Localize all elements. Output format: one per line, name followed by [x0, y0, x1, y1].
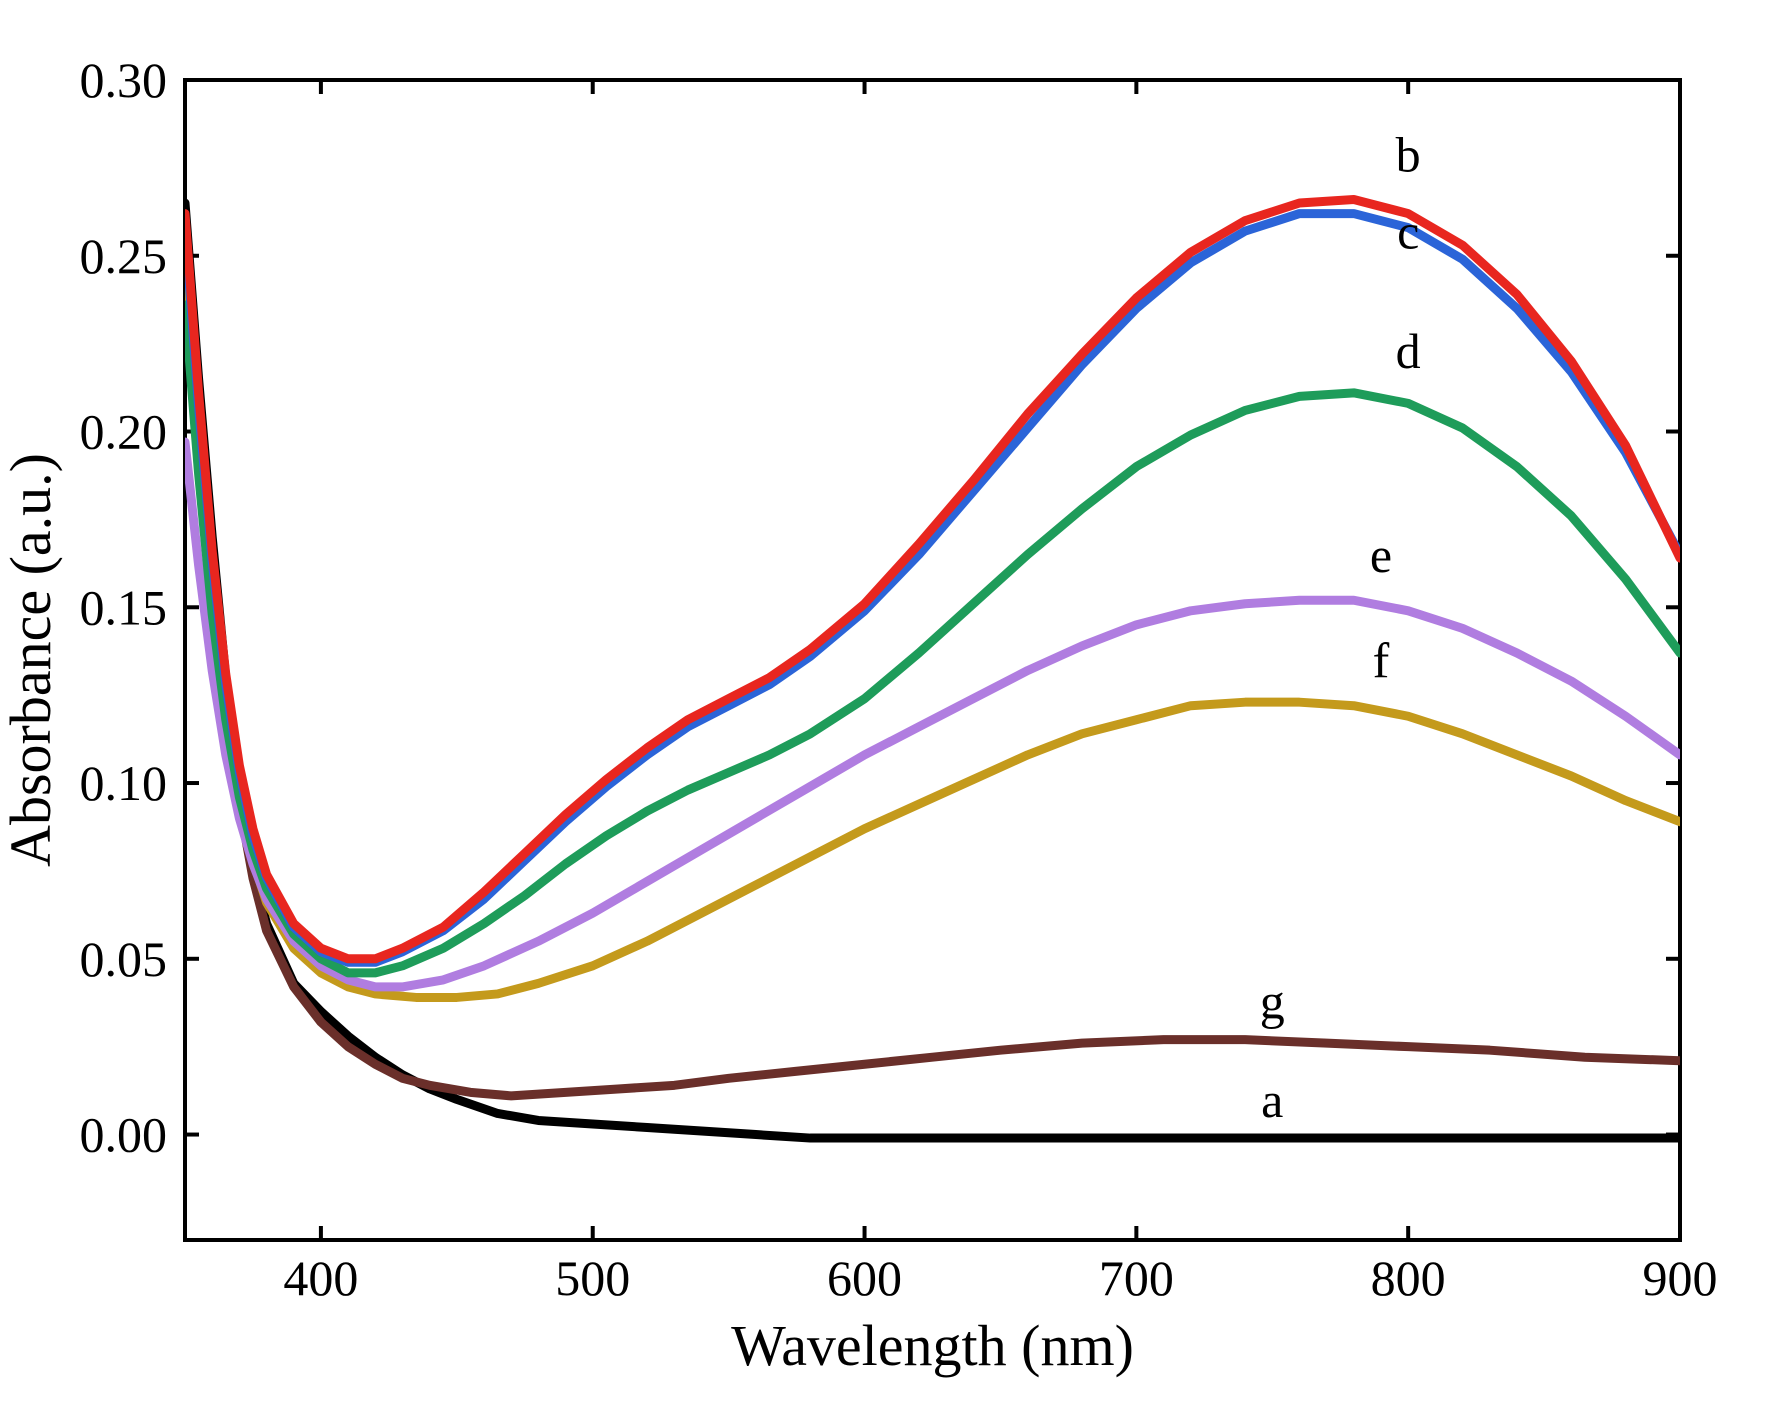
x-tick-label: 700	[1099, 1250, 1174, 1306]
y-tick-label: 0.30	[80, 52, 168, 108]
series-label-e: e	[1370, 527, 1392, 583]
y-tick-label: 0.05	[80, 931, 168, 987]
y-tick-label: 0.10	[80, 755, 168, 811]
y-axis-title: Absorbance (a.u.)	[0, 453, 63, 867]
x-axis-title: Wavelength (nm)	[731, 1313, 1134, 1378]
absorbance-chart: 400 500 600 700 800 900 0.00 0.05 0.10 0.15 0.20 0…	[0, 0, 1781, 1427]
series-label-a: a	[1261, 1072, 1283, 1128]
chart-background	[0, 0, 1781, 1427]
series-label-c: c	[1397, 204, 1419, 260]
chart-svg: 400 500 600 700 800 900 0.00 0.05 0.10 0.15 0.20 0…	[0, 0, 1781, 1427]
x-tick-label: 500	[555, 1250, 630, 1306]
x-tick-label: 900	[1643, 1250, 1718, 1306]
x-tick-label: 800	[1371, 1250, 1446, 1306]
series-label-g: g	[1260, 974, 1285, 1030]
y-tick-label: 0.20	[80, 404, 168, 460]
y-tick-label: 0.00	[80, 1107, 168, 1163]
y-tick-label: 0.25	[80, 228, 168, 284]
series-label-b: b	[1396, 126, 1421, 182]
x-tick-label: 600	[827, 1250, 902, 1306]
series-label-f: f	[1373, 633, 1390, 689]
series-label-d: d	[1396, 323, 1421, 379]
x-tick-label: 400	[283, 1250, 358, 1306]
y-tick-label: 0.15	[80, 579, 168, 635]
